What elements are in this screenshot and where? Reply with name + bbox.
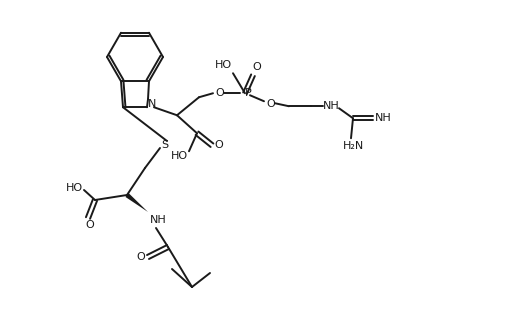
- Text: NH: NH: [323, 101, 340, 111]
- Text: H₂N: H₂N: [343, 141, 365, 151]
- Text: NH: NH: [374, 113, 391, 123]
- Text: O: O: [86, 220, 94, 230]
- Text: P: P: [245, 88, 251, 98]
- Text: HO: HO: [170, 151, 188, 161]
- Text: HO: HO: [66, 183, 83, 193]
- Text: O: O: [252, 62, 262, 72]
- Text: O: O: [267, 99, 275, 109]
- Text: HO: HO: [214, 60, 231, 70]
- Text: O: O: [136, 252, 145, 262]
- Text: NH: NH: [150, 215, 166, 225]
- Text: O: O: [214, 140, 223, 150]
- Polygon shape: [125, 193, 148, 212]
- Text: N: N: [148, 99, 156, 109]
- Text: O: O: [215, 88, 224, 98]
- Text: S: S: [162, 140, 169, 150]
